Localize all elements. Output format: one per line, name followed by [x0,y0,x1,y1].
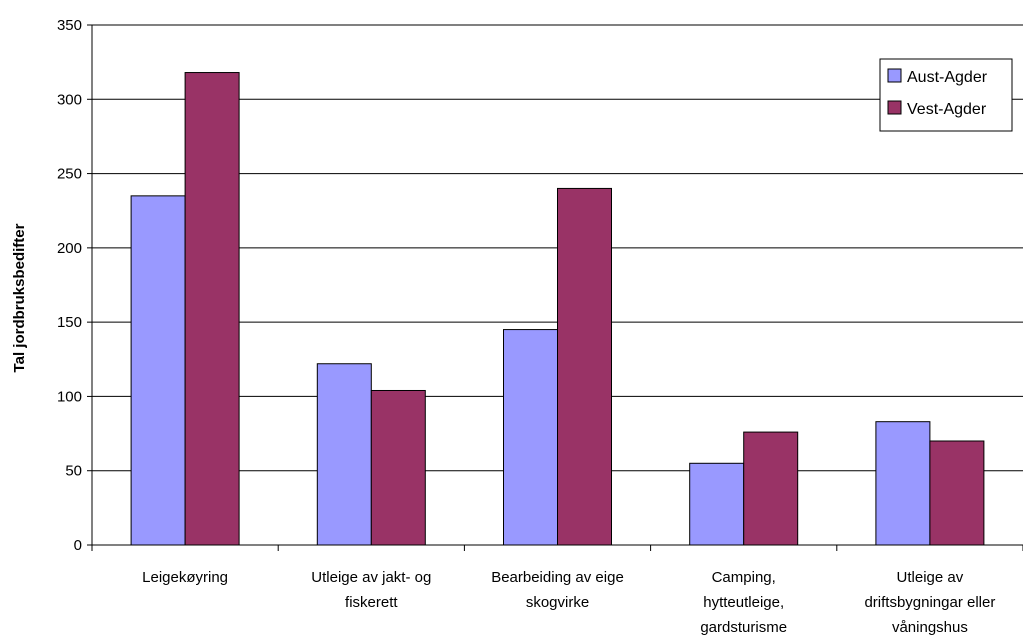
legend-label: Vest-Agder [907,101,987,118]
x-category-label: Utleige av driftsbygningar eller våningshu… [864,569,995,636]
bar-aust-agder-1 [316,363,372,546]
legend-swatch [887,100,902,115]
bar-aust-agder-2 [503,329,558,546]
bar-vest-agder-1 [370,389,426,546]
x-category-labels: Leigekøyring Utleige av jakt- og fiskerett… [142,569,995,636]
bar-vest-agder-2 [557,187,612,546]
x-category-label-line: Leigekøyring [142,569,228,586]
x-category-label-line: Utleige av [897,569,964,586]
x-category-label-line: driftsbygningar eller [864,594,995,611]
legend: Aust-Agder Vest-Agder [879,58,1013,132]
bar-vest-agder-0 [184,72,240,546]
x-category-label-line: skogvirke [526,594,589,611]
y-tick-label: 0 [74,537,82,554]
legend-label: Aust-Agder [907,69,988,86]
y-tick-label: 150 [57,314,82,331]
x-category-label-line: Camping, [712,569,776,586]
x-category-label-line: hytteutleige, [703,594,784,611]
bar-aust-agder-4 [875,421,931,546]
x-category-label-line: våningshus [892,619,968,636]
bar-aust-agder-0 [130,195,186,546]
y-tick-labels: 0 50 100 150 200 250 300 350 [57,17,82,554]
x-category-label-line: gardsturisme [700,619,787,636]
y-tick-label: 50 [65,463,82,480]
x-category-label: Leigekøyring [142,569,228,586]
y-tick-label: 250 [57,166,82,183]
y-tick-label: 300 [57,91,82,108]
x-category-label: Camping, hytteutleige, gardsturisme [700,569,787,636]
axes [87,24,1023,551]
x-category-label-line: fiskerett [345,594,398,611]
bar-vest-agder-4 [929,440,985,546]
bar-aust-agder-3 [689,462,745,546]
x-category-label: Utleige av jakt- og fiskerett [311,569,431,611]
y-tick-label: 100 [57,388,82,405]
y-axis-label: Tal jordbruksbedifter [11,223,28,372]
y-tick-label: 200 [57,240,82,257]
bars [130,72,985,546]
bar-vest-agder-3 [743,431,799,546]
x-category-label-line: Utleige av jakt- og [311,569,431,586]
x-category-label-line: Bearbeiding av eige [491,569,624,586]
y-tick-label: 350 [57,17,82,34]
legend-swatch [887,68,902,83]
legend-box [879,58,1013,132]
x-category-label: Bearbeiding av eige skogvirke [491,569,624,611]
